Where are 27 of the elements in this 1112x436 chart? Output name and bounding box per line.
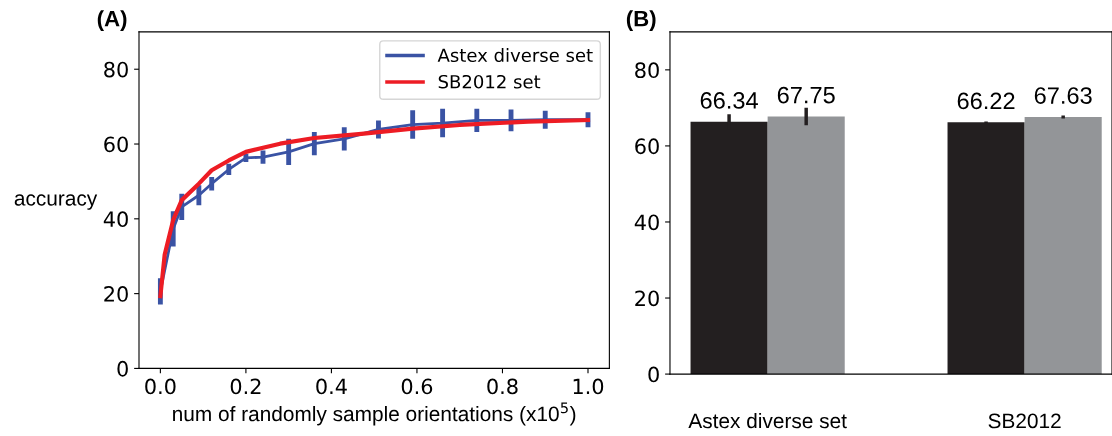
y-tick-label: 0: [117, 360, 128, 377]
data-label: 67.63: [1034, 87, 1092, 104]
y-tick-label: 80: [635, 62, 659, 79]
x-tick-label: 0.0: [145, 378, 176, 395]
data-label: 66.34: [700, 92, 758, 109]
data-label: 66.22: [957, 92, 1015, 110]
x-tick-label: 0.8: [487, 378, 518, 395]
data-label: 67.75: [777, 86, 835, 104]
x-tick-label: SB2012: [988, 413, 1061, 429]
x-axis-title: num of randomly sample orientations (x10$^{5}$): [173, 402, 576, 426]
y-tick-label: 0: [648, 366, 659, 383]
legend-label: SB2012 set: [438, 74, 541, 89]
y-tick-label: 60: [635, 138, 659, 155]
x-tick-label: 0.4: [316, 378, 347, 395]
x-tick-label: 1.0: [573, 378, 604, 395]
x-tick-label: 0.6: [401, 378, 433, 395]
y-tick-label: 40: [103, 211, 128, 228]
y-tick-label: 80: [104, 61, 128, 78]
y-tick-label: 20: [635, 290, 659, 307]
y-tick-label: 20: [104, 286, 128, 302]
legend-label: Astex diverse set: [437, 48, 593, 63]
chart-title: (A): [97, 10, 127, 31]
chart-title: (B): [626, 10, 656, 31]
y-tick-label: 60: [104, 136, 128, 153]
y-tick-label: 40: [634, 214, 659, 231]
y-axis-title: accuracy: [14, 194, 98, 210]
x-tick-label: 0.2: [230, 378, 261, 395]
